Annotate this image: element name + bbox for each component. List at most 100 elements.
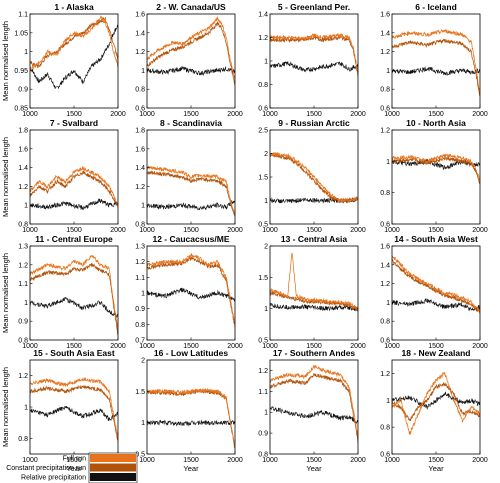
panel-4: 6 - Iceland 1000 1500 2000 0.6 0.8 1 1.2 1.4 1.6 [380,2,488,118]
y-axis-label: Mean normalised length [1,21,10,101]
y-tick-label: 1.6 [380,12,390,19]
panel-6: 8 - Scandinavia 1000 1500 2000 0.8 1 1.2 1.4 1.6… [135,118,243,234]
panel-title: 16 - Low Latitudes [154,348,228,358]
y-tick-label: 0.8 [380,319,390,326]
panel-5: 7 - Svalbard 1000 1500 2000 0.8 1 1.2 1.4 1.6 1.8… [1,118,126,234]
panel-title: 10 - North Asia [406,118,466,128]
x-tick-label: 1500 [66,227,82,234]
y-tick-label: 1.1 [18,281,28,288]
y-tick-label: 1.2 [258,368,268,375]
y-tick-label: 1.4 [135,30,145,37]
panel-title: 5 - Greenland Per. [278,2,350,12]
panel-title: 12 - Caucacsus/ME [152,234,229,244]
y-tick-label: 1 [24,405,28,412]
y-tick-label: 1.1 [135,275,145,282]
panel-9: 11 - Central Europe 1000 1500 2000 0.8 0.9 1 1.… [1,234,126,350]
y-tick-label: 1 [24,300,28,307]
y-tick-label: 0.6 [380,222,390,229]
x-axis-label: Year [183,464,199,473]
series-line-2 [392,391,480,410]
y-tick-label: 1.1 [258,389,268,396]
panel-13: 15 - South Asia East1000150020000.811.2Y… [1,348,126,473]
x-tick-label: 1000 [22,343,38,350]
x-tick-label: 1500 [183,343,199,350]
y-tick-label: 2 [141,358,145,365]
y-tick-label: 0.6 [380,106,390,113]
legend-swatch-0 [90,454,136,462]
x-tick-label: 2000 [472,343,488,350]
panel-title: 17 - Southern Andes [273,348,356,358]
y-tick-label: 0.9 [258,431,268,438]
series-line-1 [30,384,118,443]
series-line-1 [30,262,118,336]
panel-3: 5 - Greenland Per. 1000 1500 2000 0.6 0.8 1 1.2… [258,2,366,118]
panel-14: 16 - Low Latitudes 1000 1500 2000 0.5 1 1.5 2 Ye… [135,348,243,473]
panel-title: 18 - New Zealand [402,348,471,358]
x-tick-label: 1500 [428,343,444,350]
y-tick-label: 1.3 [18,244,28,251]
x-tick-label: 1000 [262,457,278,464]
x-tick-label: 2000 [227,111,243,118]
x-tick-label: 1500 [66,111,82,118]
x-axis-label: Year [66,464,82,473]
x-tick-label: 1000 [139,227,155,234]
x-tick-label: 1500 [306,343,322,350]
x-tick-label: 1000 [22,457,38,464]
panel-title: 11 - Central Europe [35,234,113,244]
series-line-1 [147,170,235,217]
y-tick-label: 1.8 [18,128,28,135]
x-tick-label: 2000 [472,227,488,234]
y-tick-label: 1.05 [14,30,28,37]
y-tick-label: 1 [386,159,390,166]
x-tick-label: 2000 [472,111,488,118]
x-tick-label: 1500 [428,111,444,118]
x-tick-label: 1000 [22,227,38,234]
series-line-2 [270,61,358,73]
y-tick-label: 1.2 [258,35,268,42]
series-line-2 [392,159,480,170]
axes-frame [269,129,359,225]
y-tick-label: 0.5 [258,338,268,345]
x-tick-label: 1000 [262,343,278,350]
legend-label-2: Relative precipitation [21,475,86,482]
series-line-2 [270,405,358,425]
y-tick-label: 2.5 [258,128,268,135]
panel-title: 15 - South Asia East [33,348,115,358]
x-tick-label: 1000 [22,111,38,118]
x-tick-label: 2000 [350,343,366,350]
y-tick-label: 0.8 [380,190,390,197]
y-tick-label: 1.2 [135,259,145,266]
series-line-0 [392,255,480,314]
y-tick-label: 1.2 [380,49,390,56]
y-tick-label: 2 [264,151,268,158]
x-tick-label: 1000 [384,457,400,464]
y-tick-label: 1.2 [380,128,390,135]
series-line-0 [147,387,235,448]
y-tick-label: 1 [264,198,268,205]
y-tick-label: 0.8 [380,87,390,94]
y-axis-label: Mean normalised length [1,367,10,447]
y-tick-label: 0.6 [258,106,268,113]
x-tick-label: 1000 [262,227,278,234]
y-tick-label: 1.2 [18,262,28,269]
series-line-1 [30,169,118,209]
legend: Full run Constant precipitation run Relati… [6,452,138,483]
y-tick-label: 0.6 [380,452,390,459]
y-tick-label: 1.1 [18,12,28,19]
y-tick-label: 1 [264,410,268,417]
x-tick-label: 1000 [139,343,155,350]
y-tick-label: 1.6 [135,12,145,19]
x-tick-label: 2000 [350,111,366,118]
y-tick-label: 0.8 [258,82,268,89]
x-tick-label: 1000 [384,227,400,234]
panel-11: 13 - Central Asia 1000 1500 2000 0.5 1 1.5 2 [258,234,366,350]
series-line-2 [30,24,118,89]
series-line-2 [30,405,118,422]
x-tick-label: 1500 [183,457,199,464]
x-tick-label: 1000 [139,111,155,118]
y-tick-label: 0.7 [135,338,145,345]
series-line-1 [392,381,480,422]
series-line-0 [30,14,118,72]
panel-title: 2 - W. Canada/US [156,2,226,12]
y-tick-label: 0.5 [258,222,268,229]
